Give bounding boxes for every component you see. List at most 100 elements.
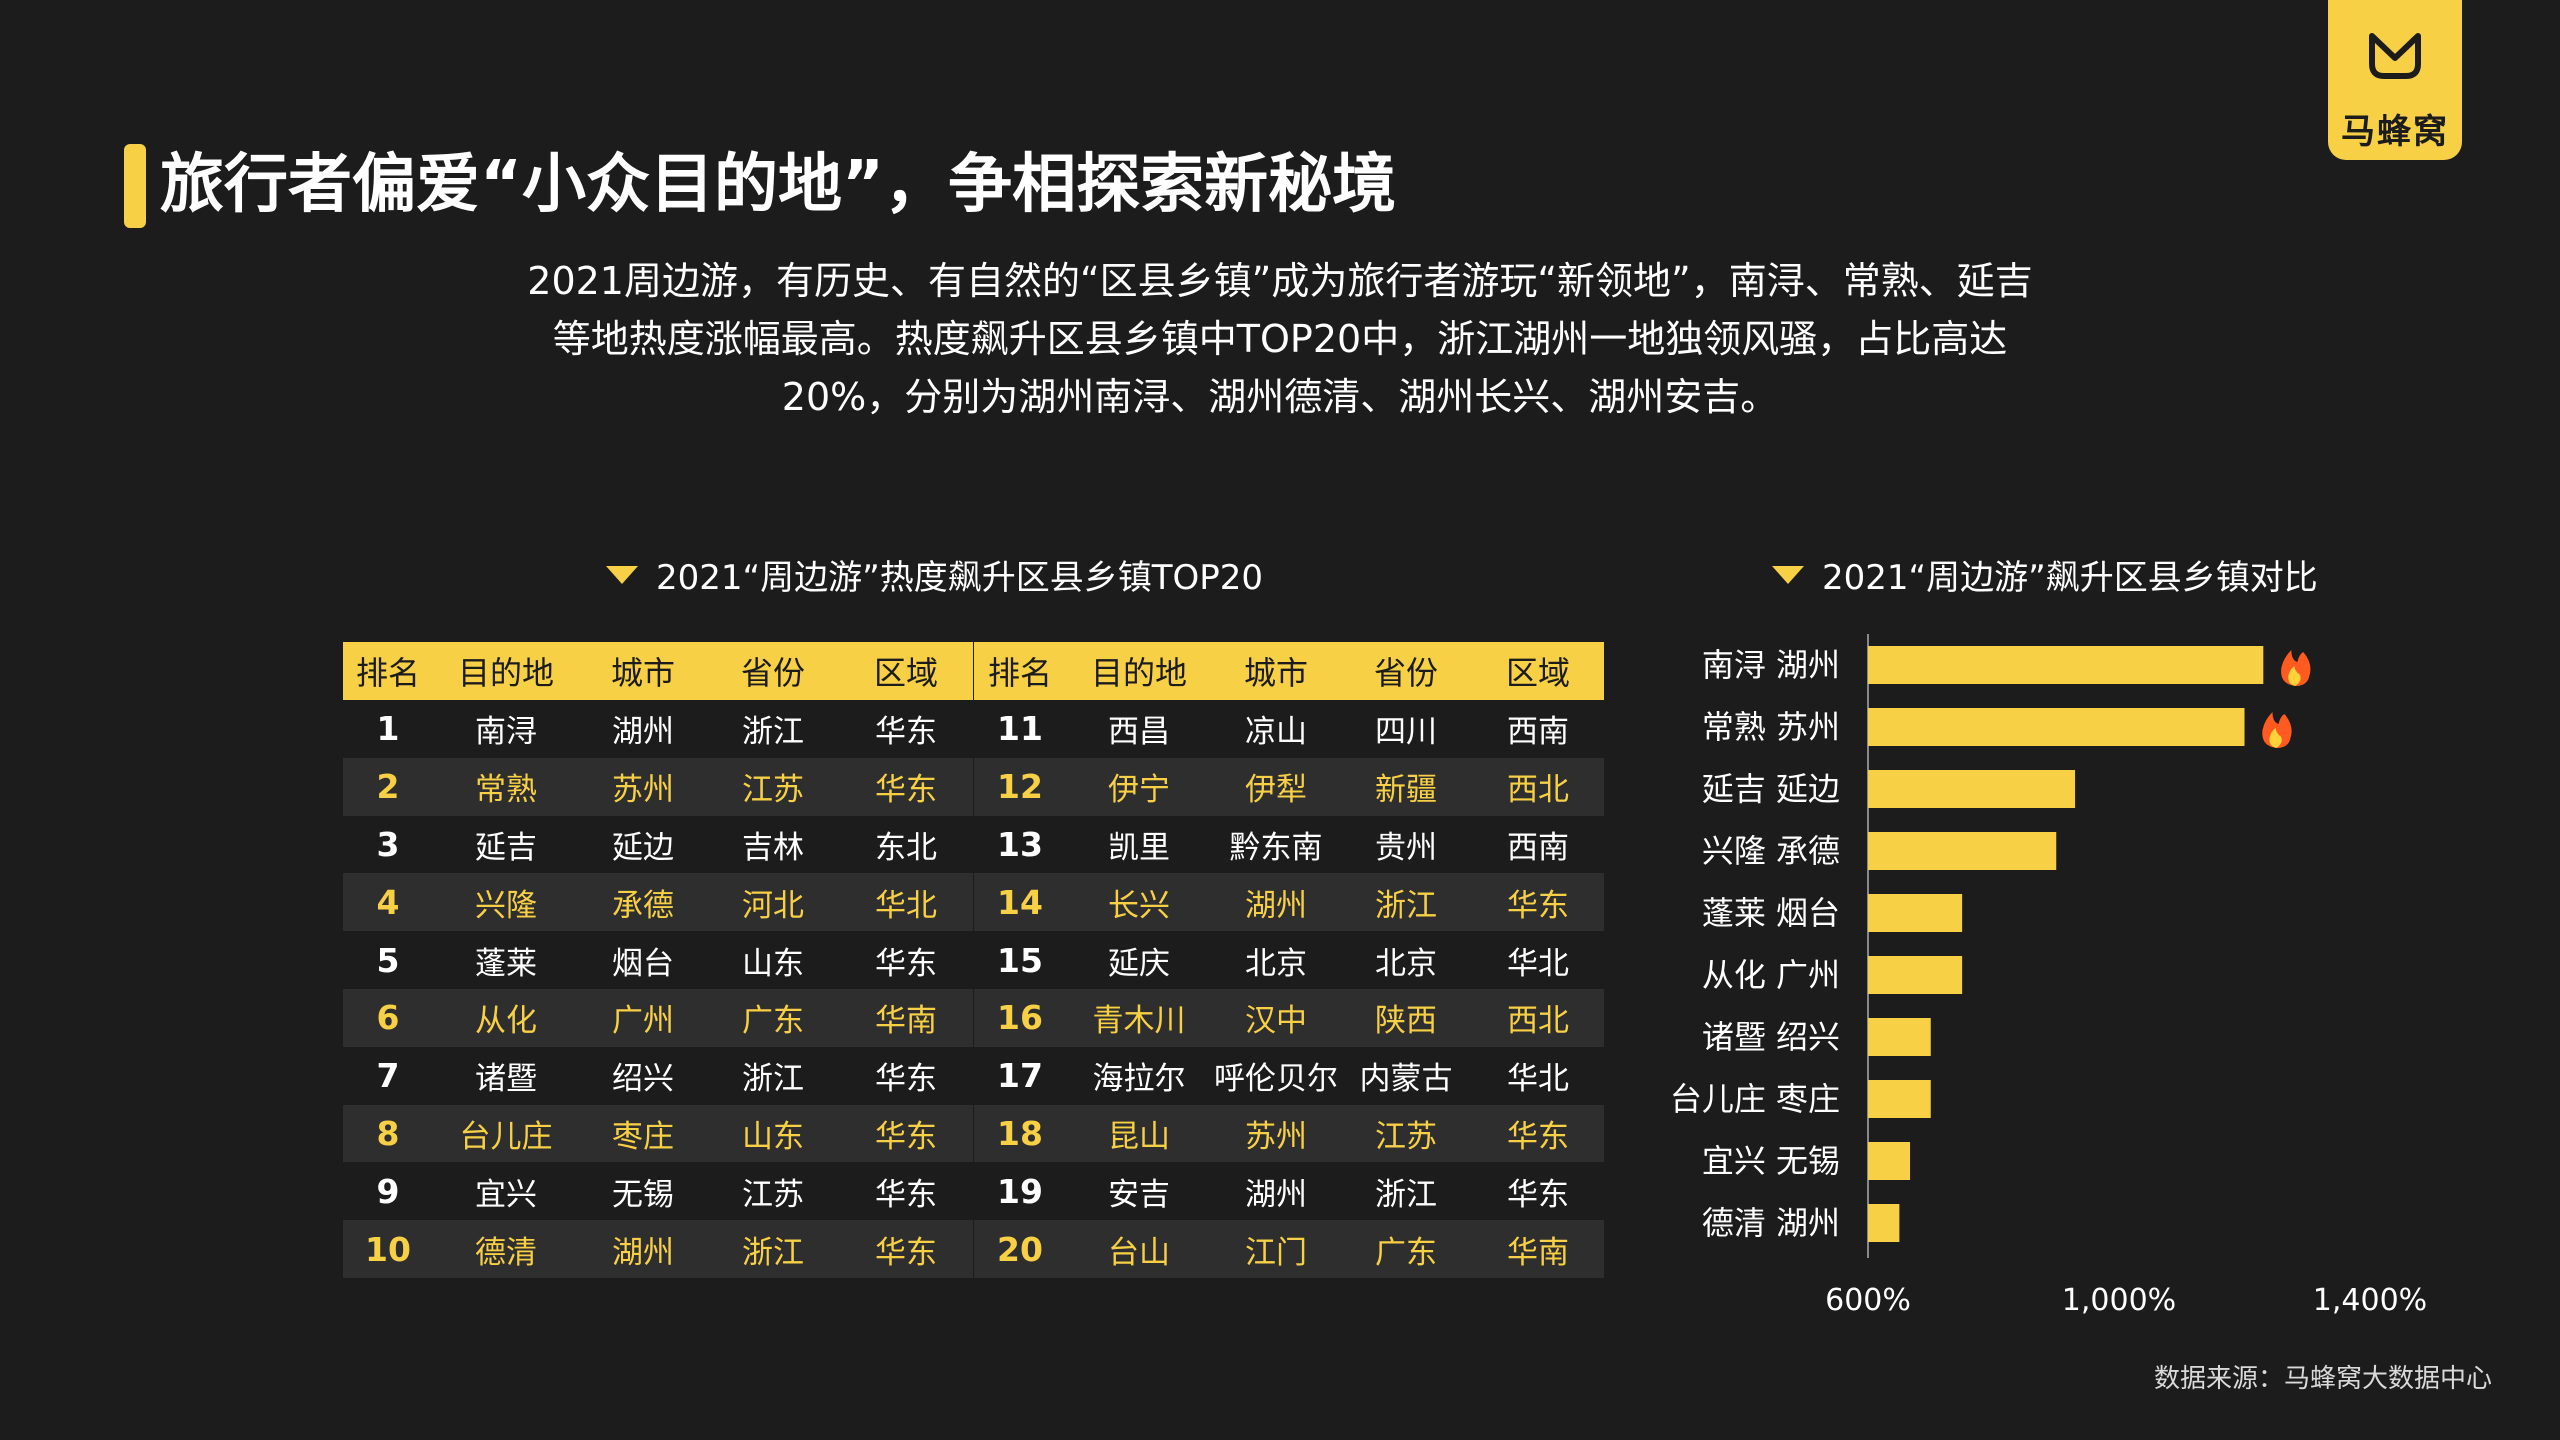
table-cell: 山东 bbox=[742, 945, 804, 982]
table-cell: 广州 bbox=[579, 988, 707, 1047]
bar bbox=[1868, 1018, 1931, 1056]
rank-cell: 9 bbox=[376, 1171, 400, 1211]
table-cell: 江苏 bbox=[742, 1176, 804, 1213]
table-row: 9 宜兴 无锡 江苏 华东 bbox=[343, 1162, 973, 1220]
table-header-cell: 排名 bbox=[343, 642, 433, 700]
table-row: 6 从化 广州 广东 华南 bbox=[343, 988, 973, 1047]
table-header-row: 排名 目的地 城市 省份 区域 bbox=[974, 642, 1604, 700]
rank-cell: 11 bbox=[997, 709, 1043, 749]
table-row: 11 西昌 凉山 四川 西南 bbox=[974, 700, 1604, 758]
table-cell: 承德 bbox=[579, 873, 707, 932]
table-cell: 华南 bbox=[1472, 1220, 1604, 1278]
rank-cell: 15 bbox=[997, 940, 1043, 980]
table-header-cell: 城市 bbox=[1212, 642, 1340, 700]
table-header-row: 排名 目的地 城市 省份 区域 bbox=[343, 642, 973, 700]
rank-cell: 7 bbox=[376, 1056, 400, 1096]
table-cell: 西北 bbox=[1472, 988, 1604, 1047]
table-cell: 四川 bbox=[1375, 714, 1437, 751]
table-row: 1 南浔 湖州 浙江 华东 bbox=[343, 700, 973, 758]
table-cell: 华东 bbox=[875, 945, 937, 982]
table-cell: 浙江 bbox=[742, 1061, 804, 1098]
brand-logo: 马蜂窝 bbox=[2328, 0, 2462, 160]
table-header-cell: 区域 bbox=[1472, 642, 1604, 700]
caret-down-icon bbox=[606, 565, 638, 584]
rank-cell: 5 bbox=[376, 940, 400, 980]
table-row: 10 德清 湖州 浙江 华东 bbox=[343, 1220, 973, 1278]
table-cell: 兴隆 bbox=[433, 873, 579, 932]
x-tick-label: 1,000% bbox=[2062, 1283, 2176, 1318]
table-row: 2 常熟 苏州 江苏 华东 bbox=[343, 757, 973, 816]
rank-cell: 19 bbox=[997, 1171, 1043, 1211]
table-cell: 湖州 bbox=[1245, 1176, 1307, 1213]
table-cell: 华东 bbox=[1472, 873, 1604, 932]
category-label: 延吉 延边 bbox=[1702, 770, 1840, 808]
table-cell: 蓬莱 bbox=[475, 945, 537, 982]
table-cell: 宜兴 bbox=[475, 1176, 537, 1213]
table-cell: 新疆 bbox=[1340, 757, 1472, 816]
table-section-title: 2021“周边游”热度飙升区县乡镇TOP20 bbox=[606, 550, 1263, 599]
rank-cell: 2 bbox=[343, 757, 433, 816]
x-tick-label: 600% bbox=[1825, 1283, 1911, 1318]
table-cell: 延吉 bbox=[475, 829, 537, 866]
table-row: 8 台儿庄 枣庄 山东 华东 bbox=[343, 1104, 973, 1163]
table-cell: 西南 bbox=[1507, 829, 1569, 866]
page-title: 旅行者偏爱“小众目的地”，争相探索新秘境 bbox=[160, 148, 1397, 222]
table-cell: 伊犁 bbox=[1212, 757, 1340, 816]
table-cell: 南浔 bbox=[475, 714, 537, 751]
table-cell: 浙江 bbox=[1340, 873, 1472, 932]
table-row: 18 昆山 苏州 江苏 华东 bbox=[974, 1104, 1604, 1163]
table-cell: 延庆 bbox=[1108, 945, 1170, 982]
bar bbox=[1868, 1142, 1911, 1180]
table-row: 7 诸暨 绍兴 浙江 华东 bbox=[343, 1047, 973, 1105]
table-cell: 绍兴 bbox=[612, 1061, 674, 1098]
intro-line: 20%，分别为湖州南浔、湖州德清、湖州长兴、湖州安吉。 bbox=[781, 375, 1779, 419]
table-cell: 华东 bbox=[875, 1176, 937, 1213]
category-label: 南浔 湖州 bbox=[1702, 646, 1840, 684]
rank-cell: 13 bbox=[997, 824, 1043, 864]
intro-line: 等地热度涨幅最高。热度飙升区县乡镇中TOP20中，浙江湖州一地独领风骚，占比高达 bbox=[552, 317, 2008, 361]
category-label: 从化 广州 bbox=[1702, 956, 1840, 994]
table-cell: 华东 bbox=[875, 714, 937, 751]
chart-section-title-text: 2021“周边游”飙升区县乡镇对比 bbox=[1822, 558, 2318, 598]
fire-icon bbox=[2262, 712, 2292, 748]
bar bbox=[1868, 770, 2076, 808]
table-cell: 东北 bbox=[875, 829, 937, 866]
table-cell: 河北 bbox=[707, 873, 839, 932]
table-cell: 从化 bbox=[433, 988, 579, 1047]
table-cell: 德清 bbox=[433, 1220, 579, 1278]
rank-cell: 10 bbox=[343, 1220, 433, 1278]
brand-name: 马蜂窝 bbox=[2341, 112, 2449, 152]
table-cell: 江门 bbox=[1212, 1220, 1340, 1278]
rank-cell: 4 bbox=[343, 873, 433, 932]
table-cell: 西北 bbox=[1472, 757, 1604, 816]
table-cell: 苏州 bbox=[1212, 1104, 1340, 1163]
table-cell: 昆山 bbox=[1066, 1104, 1212, 1163]
table-cell: 华东 bbox=[839, 1220, 973, 1278]
table-cell: 枣庄 bbox=[579, 1104, 707, 1163]
table-cell: 长兴 bbox=[1066, 873, 1212, 932]
table-row: 14 长兴 湖州 浙江 华东 bbox=[974, 873, 1604, 932]
table-cell: 黔东南 bbox=[1229, 829, 1323, 866]
table-cell: 伊宁 bbox=[1066, 757, 1212, 816]
table-cell: 江苏 bbox=[1340, 1104, 1472, 1163]
table-cell: 西南 bbox=[1507, 714, 1569, 751]
table-cell: 北京 bbox=[1375, 945, 1437, 982]
rank-cell: 16 bbox=[974, 988, 1066, 1047]
table-cell: 湖州 bbox=[612, 714, 674, 751]
table-row: 20 台山 江门 广东 华南 bbox=[974, 1220, 1604, 1278]
category-label: 常熟 苏州 bbox=[1702, 708, 1840, 746]
table-header-cell: 城市 bbox=[579, 642, 707, 700]
table-cell: 海拉尔 bbox=[1092, 1061, 1186, 1098]
table-cell: 凯里 bbox=[1108, 829, 1170, 866]
table-header-cell: 省份 bbox=[707, 642, 839, 700]
table-row: 4 兴隆 承德 河北 华北 bbox=[343, 873, 973, 932]
bar bbox=[1868, 956, 1963, 994]
table-cell: 广东 bbox=[1340, 1220, 1472, 1278]
table-cell: 华南 bbox=[839, 988, 973, 1047]
table-cell: 呼伦贝尔 bbox=[1214, 1061, 1338, 1098]
table-cell: 广东 bbox=[707, 988, 839, 1047]
x-tick-label: 1,400% bbox=[2313, 1283, 2427, 1318]
table-row: 15 延庆 北京 北京 华北 bbox=[974, 931, 1604, 989]
rank-cell: 12 bbox=[974, 757, 1066, 816]
